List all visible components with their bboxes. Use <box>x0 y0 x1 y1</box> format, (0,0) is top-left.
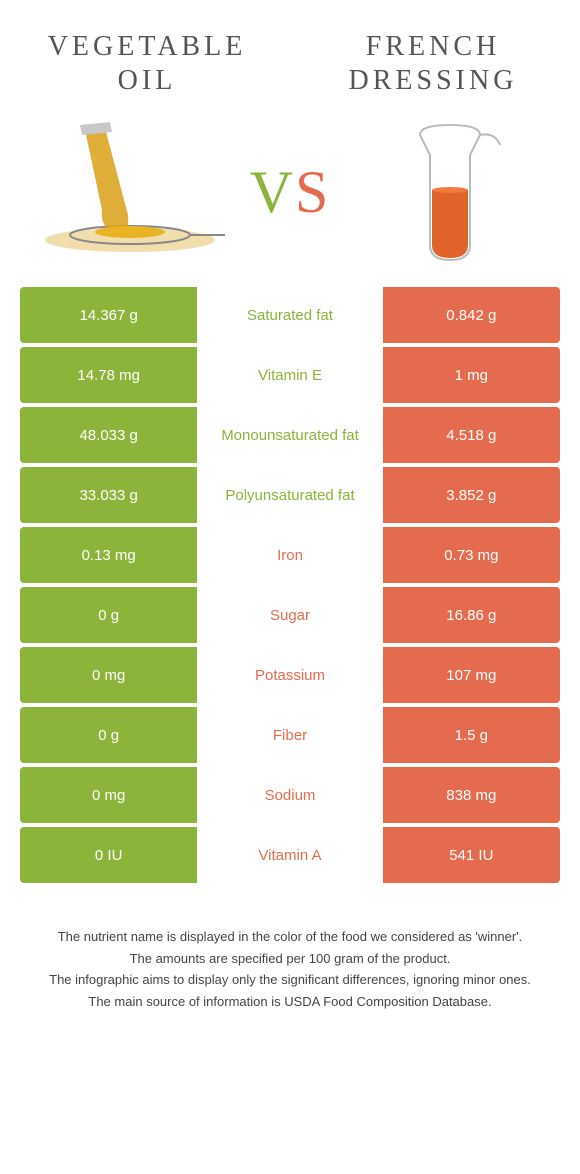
nutrient-right-value: 0.73 mg <box>383 527 560 583</box>
nutrient-label: Sugar <box>201 587 378 643</box>
footer-line-1: The nutrient name is displayed in the co… <box>40 927 540 947</box>
nutrient-right-value: 1 mg <box>383 347 560 403</box>
right-image <box>350 120 550 265</box>
vegetable-oil-icon <box>30 120 230 265</box>
nutrient-row: 0 mgPotassium107 mg <box>20 647 560 703</box>
nutrient-label: Saturated fat <box>201 287 378 343</box>
nutrient-left-value: 33.033 g <box>20 467 197 523</box>
left-image <box>30 120 230 265</box>
vs-s: S <box>295 159 330 225</box>
nutrient-row: 14.78 mgVitamin E1 mg <box>20 347 560 403</box>
images-row: VS <box>20 107 560 287</box>
nutrient-right-value: 3.852 g <box>383 467 560 523</box>
nutrient-row: 0.13 mgIron0.73 mg <box>20 527 560 583</box>
nutrient-right-value: 1.5 g <box>383 707 560 763</box>
nutrient-left-value: 14.367 g <box>20 287 197 343</box>
nutrient-right-value: 4.518 g <box>383 407 560 463</box>
nutrient-label: Fiber <box>201 707 378 763</box>
footer-line-2: The amounts are specified per 100 gram o… <box>40 949 540 969</box>
nutrient-row: 0 IUVitamin A541 IU <box>20 827 560 883</box>
nutrient-row: 48.033 gMonounsaturated fat4.518 g <box>20 407 560 463</box>
footer-line-4: The main source of information is USDA F… <box>40 992 540 1012</box>
nutrient-label: Potassium <box>201 647 378 703</box>
nutrient-right-value: 838 mg <box>383 767 560 823</box>
right-title: FRENCH DRESSING <box>316 30 550 97</box>
nutrient-label: Iron <box>201 527 378 583</box>
nutrient-label: Polyunsaturated fat <box>201 467 378 523</box>
nutrient-left-value: 0 IU <box>20 827 197 883</box>
nutrient-label: Monounsaturated fat <box>201 407 378 463</box>
nutrient-left-value: 14.78 mg <box>20 347 197 403</box>
nutrient-left-value: 0.13 mg <box>20 527 197 583</box>
nutrient-left-value: 0 mg <box>20 767 197 823</box>
nutrient-left-value: 0 mg <box>20 647 197 703</box>
nutrient-right-value: 16.86 g <box>383 587 560 643</box>
vs-label: VS <box>250 158 331 227</box>
nutrient-left-value: 0 g <box>20 707 197 763</box>
nutrient-right-value: 107 mg <box>383 647 560 703</box>
infographic-container: VEGETABLE OIL FRENCH DRESSING VS <box>0 0 580 1043</box>
nutrient-row: 33.033 gPolyunsaturated fat3.852 g <box>20 467 560 523</box>
nutrient-right-value: 0.842 g <box>383 287 560 343</box>
french-dressing-icon <box>350 120 550 265</box>
nutrient-right-value: 541 IU <box>383 827 560 883</box>
vs-v: V <box>250 159 295 225</box>
nutrient-label: Sodium <box>201 767 378 823</box>
nutrient-row: 0 mgSodium838 mg <box>20 767 560 823</box>
nutrient-label: Vitamin A <box>201 827 378 883</box>
nutrient-left-value: 0 g <box>20 587 197 643</box>
nutrient-label: Vitamin E <box>201 347 378 403</box>
nutrient-row: 0 gSugar16.86 g <box>20 587 560 643</box>
footer-line-3: The infographic aims to display only the… <box>40 970 540 990</box>
footer-notes: The nutrient name is displayed in the co… <box>20 887 560 1033</box>
nutrient-row: 14.367 gSaturated fat0.842 g <box>20 287 560 343</box>
nutrient-left-value: 48.033 g <box>20 407 197 463</box>
left-title: VEGETABLE OIL <box>30 30 264 97</box>
nutrient-row: 0 gFiber1.5 g <box>20 707 560 763</box>
nutrient-table: 14.367 gSaturated fat0.842 g14.78 mgVita… <box>20 287 560 883</box>
titles-row: VEGETABLE OIL FRENCH DRESSING <box>20 10 560 107</box>
